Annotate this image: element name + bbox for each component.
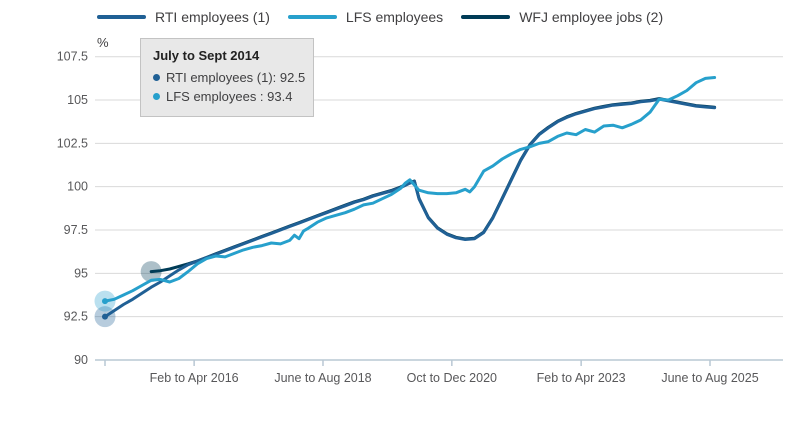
y-axis-label: 102.5 — [57, 136, 88, 150]
y-axis-label: 100 — [67, 180, 88, 194]
y-axis-label: 107.5 — [57, 50, 88, 64]
legend-item-wfj: WFJ employee jobs (2) — [461, 9, 663, 25]
legend-label-rti: RTI employees (1) — [155, 9, 270, 25]
hover-tooltip: July to Sept 2014 RTI employees (1): 92.… — [140, 38, 314, 117]
y-axis-label: 105 — [67, 93, 88, 107]
chart-legend: RTI employees (1) LFS employees WFJ empl… — [97, 9, 663, 25]
lfs-bullet-icon — [153, 93, 160, 100]
tooltip-lfs-value: LFS employees : 93.4 — [166, 89, 293, 104]
tooltip-date-title: July to Sept 2014 — [153, 48, 260, 63]
tooltip-row-lfs: LFS employees : 93.4 — [153, 87, 301, 106]
legend-label-wfj: WFJ employee jobs (2) — [519, 9, 664, 25]
x-axis-label: June to Aug 2018 — [274, 371, 371, 385]
y-axis-label: 90 — [74, 353, 88, 367]
y-axis-label: 97.5 — [64, 223, 88, 237]
rti-bullet-icon — [153, 74, 160, 81]
y-axis-unit-label: % — [97, 35, 109, 50]
legend-item-rti: RTI employees (1) — [97, 9, 270, 25]
x-axis-label: Feb to Apr 2023 — [537, 371, 626, 385]
legend-item-lfs: LFS employees — [287, 9, 444, 25]
lfs-line-swatch-icon — [287, 15, 337, 19]
series-line-rti[interactable] — [103, 97, 717, 319]
series-line-lfs[interactable] — [103, 76, 717, 303]
y-axis-label: 92.5 — [64, 310, 88, 324]
hover-point-dot — [102, 313, 108, 320]
legend-label-lfs: LFS employees — [345, 9, 444, 25]
rti-line-swatch-icon — [97, 15, 146, 19]
tooltip-rti-value: RTI employees (1): 92.5 — [166, 70, 306, 85]
y-axis-label: 95 — [74, 266, 88, 280]
tooltip-row-rti: RTI employees (1): 92.5 — [153, 68, 305, 87]
hover-point-dot — [102, 298, 108, 305]
x-axis-label: Oct to Dec 2020 — [407, 371, 497, 385]
x-axis-label: June to Aug 2025 — [661, 371, 758, 385]
wfj-line-swatch-icon — [461, 15, 511, 19]
x-axis-label: Feb to Apr 2016 — [150, 371, 239, 385]
